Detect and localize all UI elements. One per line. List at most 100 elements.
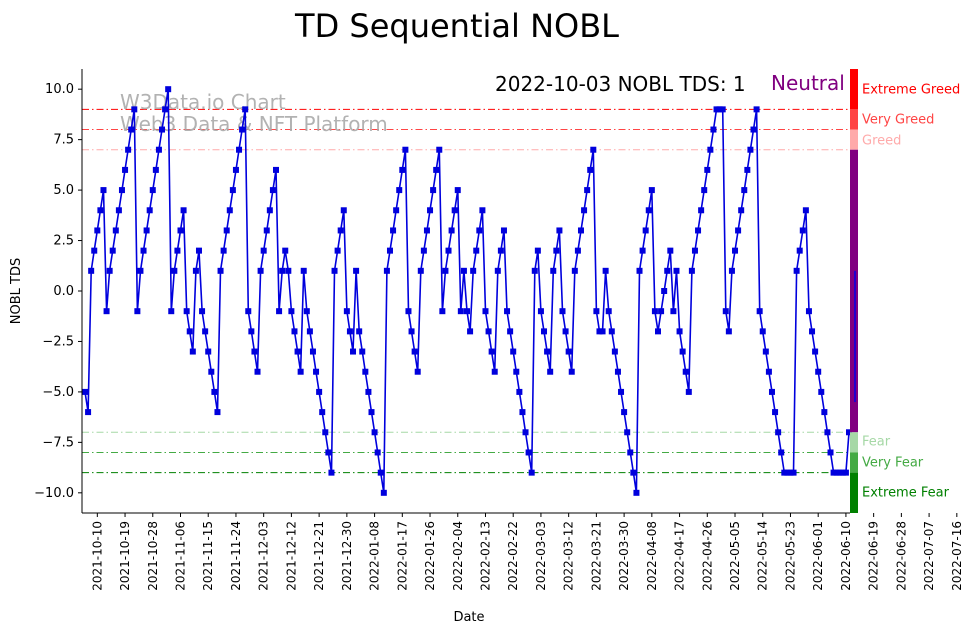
data-point	[679, 348, 686, 355]
data-point	[790, 469, 797, 476]
data-point	[232, 166, 239, 173]
data-point	[94, 227, 101, 234]
data-point	[741, 187, 748, 194]
data-point	[593, 308, 600, 315]
data-point	[282, 247, 289, 254]
data-point	[805, 308, 812, 315]
data-point	[516, 388, 523, 395]
data-point	[676, 328, 683, 335]
data-point	[658, 308, 665, 315]
data-point	[541, 328, 548, 335]
x-tick-label: 2022-07-07	[922, 521, 936, 591]
data-point	[402, 146, 409, 153]
data-point	[651, 308, 658, 315]
data-point	[608, 328, 615, 335]
data-point	[411, 348, 418, 355]
data-point	[673, 267, 680, 274]
y-tick-label: 10.0	[45, 82, 74, 97]
data-point	[719, 106, 726, 113]
data-point	[242, 106, 249, 113]
data-point	[112, 227, 119, 234]
data-point	[297, 368, 304, 375]
data-point	[359, 348, 366, 355]
data-point	[670, 308, 677, 315]
x-tick-label: 2022-07-16	[950, 521, 964, 591]
data-point	[442, 267, 449, 274]
data-point	[122, 166, 129, 173]
sentiment-label-extreme-greed: Extreme Greed	[862, 82, 960, 97]
data-point	[735, 227, 742, 234]
x-tick-label: 2022-01-26	[423, 521, 437, 591]
x-tick-label: 2022-04-17	[673, 521, 687, 591]
data-point	[772, 409, 779, 416]
x-tick-label: 2022-01-17	[395, 521, 409, 591]
data-point	[226, 207, 233, 214]
x-tick-label: 2022-05-23	[783, 521, 797, 591]
data-point	[781, 469, 788, 476]
data-point	[467, 328, 474, 335]
data-point	[661, 288, 668, 294]
data-point	[85, 409, 92, 416]
data-point	[109, 247, 116, 254]
data-point	[405, 308, 412, 315]
data-point	[750, 126, 757, 133]
y-axis-label: NOBL TDS	[9, 258, 24, 324]
data-point	[633, 489, 640, 496]
data-point	[713, 106, 720, 113]
data-point	[611, 348, 618, 355]
data-point	[522, 429, 529, 436]
data-point	[636, 267, 643, 274]
data-point	[115, 207, 122, 214]
data-point	[263, 227, 270, 234]
data-point	[288, 308, 295, 315]
data-point	[436, 146, 443, 153]
sentiment-segment-6	[850, 472, 858, 513]
data-point	[778, 449, 785, 456]
sentiment-label-fear: Fear	[862, 434, 891, 449]
data-point	[220, 247, 227, 254]
data-point	[698, 207, 705, 214]
x-tick-label: 2022-06-01	[811, 521, 825, 591]
data-point	[648, 187, 655, 194]
data-point	[380, 489, 387, 496]
data-point	[796, 247, 803, 254]
data-point	[273, 166, 279, 173]
data-point	[476, 227, 483, 234]
data-point	[494, 267, 501, 274]
x-tick-label: 2021-12-12	[284, 521, 298, 591]
data-point	[537, 308, 544, 315]
data-point	[695, 227, 702, 234]
x-tick-label: 2022-02-13	[478, 521, 492, 591]
data-point	[414, 368, 421, 375]
data-point	[118, 187, 125, 194]
data-point	[704, 166, 711, 173]
sentiment-segment-4	[850, 432, 858, 453]
x-tick-label: 2022-03-30	[617, 521, 631, 591]
data-point	[300, 267, 307, 274]
data-point	[639, 247, 646, 254]
sentiment-segment-2	[850, 129, 858, 150]
data-point	[399, 166, 406, 173]
data-point	[547, 368, 554, 375]
data-point	[140, 247, 147, 254]
x-tick-label: 2022-03-12	[562, 521, 576, 591]
data-point	[448, 227, 455, 234]
data-point	[710, 126, 717, 133]
data-point	[353, 267, 360, 274]
data-point	[812, 348, 819, 355]
data-point	[624, 429, 631, 436]
y-tick-label: 5.0	[53, 183, 74, 198]
sentiment-segment-1	[850, 109, 858, 130]
data-point	[599, 328, 606, 335]
data-point	[590, 146, 597, 153]
data-point	[223, 227, 230, 234]
sentiment-segment-0	[850, 69, 858, 110]
data-point	[732, 247, 739, 254]
data-point	[479, 207, 486, 214]
data-point	[765, 368, 772, 375]
data-point	[423, 227, 430, 234]
x-tick-label: 2022-06-19	[867, 521, 881, 591]
data-point	[365, 388, 372, 395]
data-point	[229, 187, 236, 194]
